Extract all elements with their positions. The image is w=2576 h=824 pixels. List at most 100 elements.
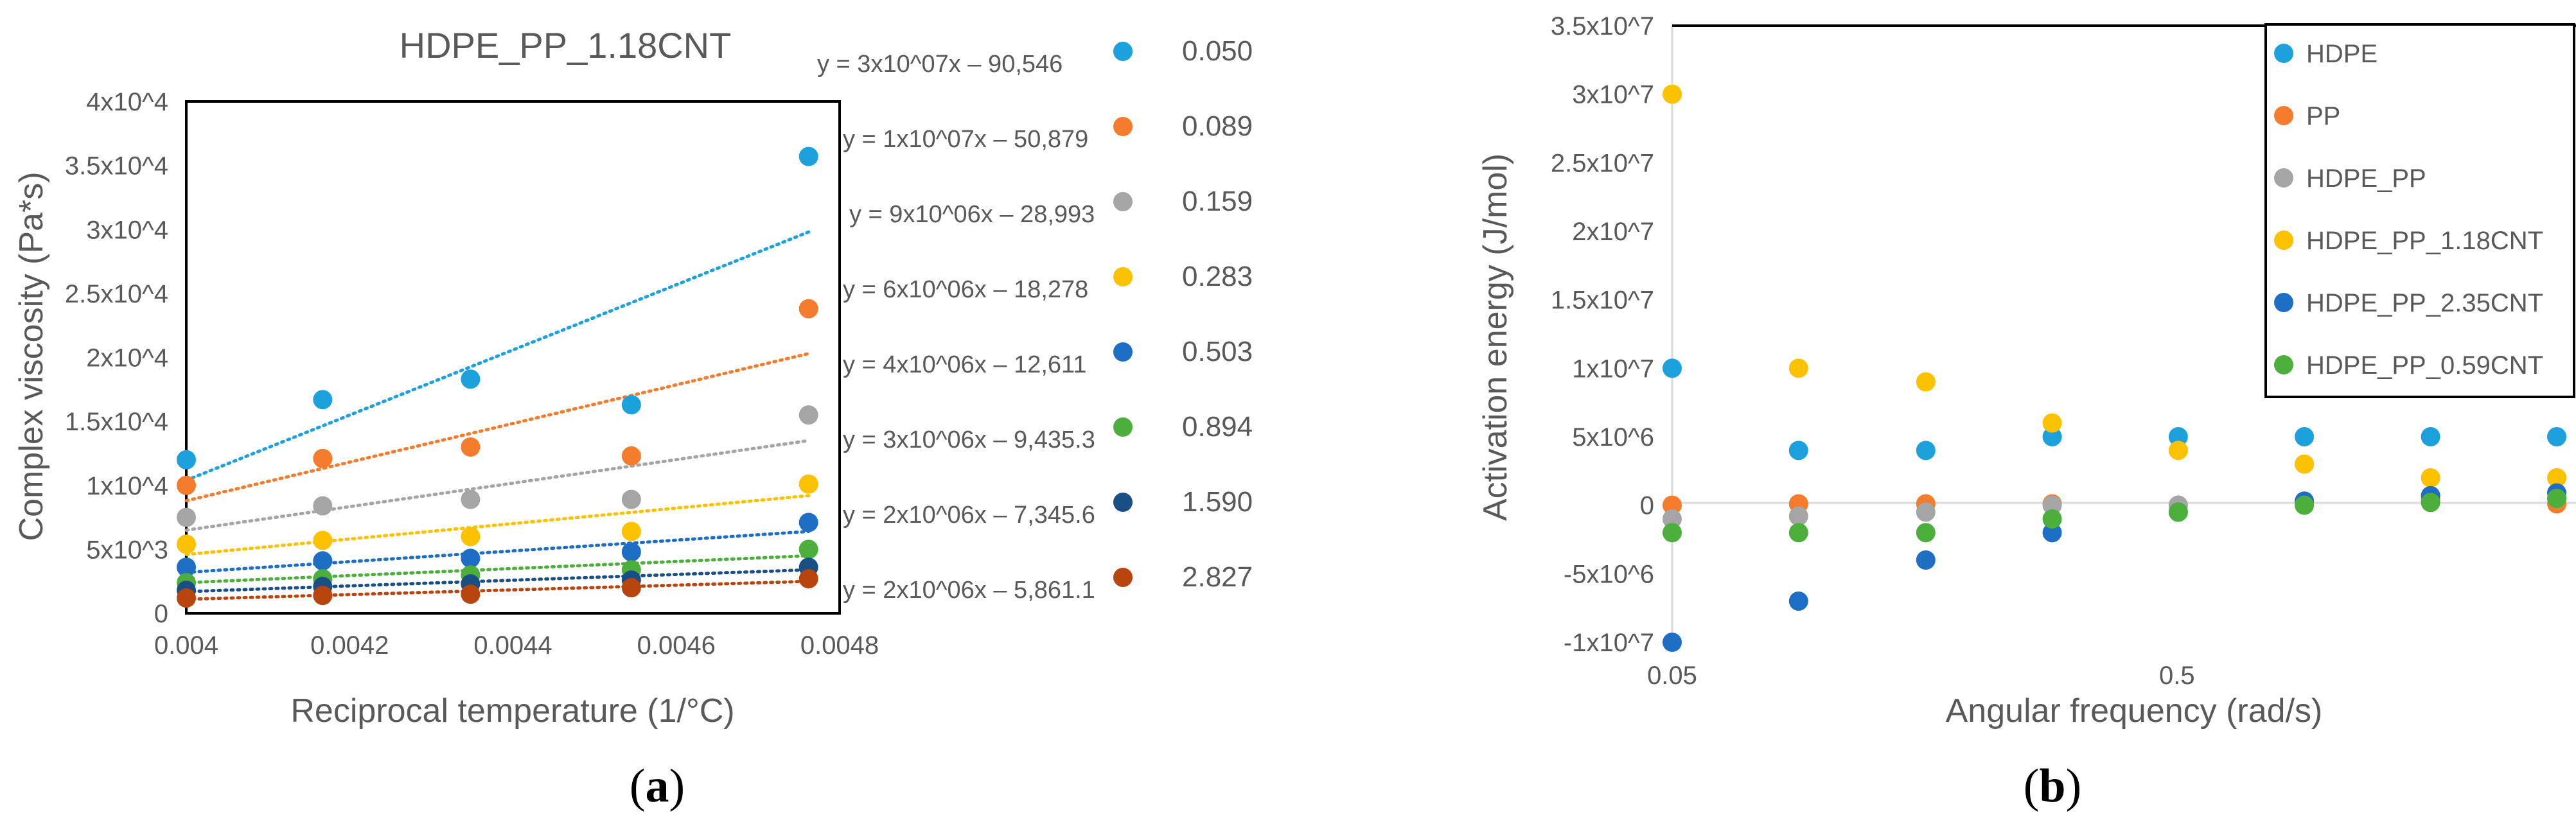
x-tick-label: 0.0044 [473,631,552,660]
legend-marker [2274,168,2293,188]
point-s4-3 [2042,523,2062,543]
y-tick-label: 0 [1640,492,1654,520]
point-s4-2 [1916,550,1936,570]
x-tick-label: 0.5 [2159,662,2195,690]
point-s7-3 [621,578,641,598]
panel-a-letter: a [646,760,669,812]
point-s0-1 [313,390,333,410]
trendline-equation: y = 3x10^06x – 9,435.3 [843,426,1095,453]
point-s3-5 [2295,454,2315,474]
point-s3-2 [1916,372,1936,392]
chart-a-ylabel: Complex viscosity (Pa*s) [13,171,50,541]
point-s0-2 [1916,441,1936,460]
chart-a-points [177,146,818,608]
chart-b-points [1663,84,2566,652]
point-s1-0 [177,475,196,495]
point-s0-3 [2042,427,2062,446]
legend-marker [1113,493,1133,512]
trendline-4 [184,529,811,574]
point-s3-3 [2042,413,2062,433]
y-tick-label: 3x10^4 [86,216,168,244]
x-tick-label: 0.05 [1647,662,1697,690]
trendline-1 [184,352,811,503]
point-s2-1 [1788,506,1808,526]
legend-label: 2.827 [1182,561,1253,593]
point-s4-4 [798,513,818,532]
chart-b-x-ticks: 0.05 0.5 [1647,662,2195,690]
legend-label: 0.050 [1182,35,1253,67]
trendline-2 [184,439,811,532]
point-s0-2 [461,369,481,389]
y-tick-label: 5x10^6 [1572,423,1654,451]
point-s1-3 [621,446,641,466]
y-tick-label: 5x10^3 [86,536,168,564]
legend-marker [2274,44,2293,63]
point-s3-4 [2168,441,2188,460]
legend-label: HDPE [2306,40,2378,68]
y-tick-label: 2x10^7 [1572,218,1654,246]
point-s3-1 [313,530,333,550]
chart-a-y-ticks: 0 5x10^3 1x10^4 1.5x10^4 2x10^4 2.5x10^4 3x10^… [65,88,168,628]
y-tick-label: 1x10^4 [86,472,168,500]
legend-marker [2274,106,2293,125]
legend-label: PP [2306,102,2340,130]
legend-label: 0.894 [1182,411,1253,443]
point-s0-7 [2547,427,2566,446]
chart-b-xlabel: Angular frequency (rad/s) [1946,692,2323,730]
point-s4-1 [1788,592,1808,611]
legend-marker [2274,355,2293,374]
trendline-0 [184,230,811,482]
chart-b: 0.05 0.5 -1x10^7 -5x10^6 0 5x10^6 1x10^7 1.5x1… [1477,12,2576,812]
point-s0-5 [2295,427,2315,446]
point-s5-4 [798,539,818,559]
legend-marker [1113,117,1133,136]
point-s5-6 [2421,493,2440,513]
legend-label: HDPE_PP_1.18CNT [2306,227,2543,255]
point-s5-2 [1916,523,1936,543]
point-s4-1 [313,551,333,571]
trendline-equation: y = 9x10^06x – 28,993 [849,201,1095,228]
y-tick-label: 1.5x10^4 [65,408,168,436]
legend-marker [1113,267,1133,286]
point-s1-0 [1663,495,1682,515]
chart-a-x-ticks: 0.004 0.0042 0.0044 0.0046 0.0048 [154,631,879,660]
point-s4-3 [621,542,641,562]
point-s5-3 [2042,509,2062,529]
legend-marker [1113,42,1133,61]
point-s4-2 [461,548,481,568]
legend-marker [2274,293,2293,312]
trendline-3 [184,494,811,556]
point-s3-0 [1663,84,1682,104]
point-s3-6 [2421,468,2440,487]
point-s7-2 [461,584,481,604]
point-s5-4 [2168,502,2188,522]
trendline-5 [184,554,811,584]
trendline-equation: y = 1x10^07x – 50,879 [843,126,1088,153]
legend-label: HDPE_PP [2306,164,2426,193]
y-tick-label: 2.5x10^4 [65,280,168,308]
point-s3-2 [461,527,481,547]
chart-a: HDPE_PP_1.18CNT 0.004 0.0042 0.0044 0.0046 0… [13,25,1253,812]
y-tick-label: 4x10^4 [86,88,168,116]
y-tick-label: 3.5x10^4 [65,152,168,180]
panel-a-label: (a) [630,760,685,812]
legend-marker [1113,417,1133,437]
panel-b-letter: b [2039,760,2065,812]
y-tick-label: 1x10^7 [1572,355,1654,383]
x-tick-label: 0.004 [154,631,218,660]
point-s0-0 [1663,358,1682,378]
x-tick-label: 0.0042 [310,631,389,660]
chart-a-legend: y = 3x10^07x – 90,546 0.050 y = 1x10^07x –… [817,35,1253,604]
point-s3-1 [1788,358,1808,378]
chart-a-xlabel: Reciprocal temperature (1/°C) [290,692,734,730]
point-s2-0 [177,507,196,527]
y-tick-label: -5x10^6 [1564,560,1654,588]
legend-label: HDPE_PP_0.59CNT [2306,351,2543,380]
chart-a-title: HDPE_PP_1.18CNT [400,25,732,66]
chart-b-legend: HDPE PP HDPE_PP HDPE_PP_1.18CNT HDPE_PP_2.35… [2264,23,2575,398]
trendline-6 [184,568,811,593]
point-s5-0 [1663,523,1682,543]
point-s2-2 [461,489,481,509]
legend-label: 0.503 [1182,336,1253,367]
